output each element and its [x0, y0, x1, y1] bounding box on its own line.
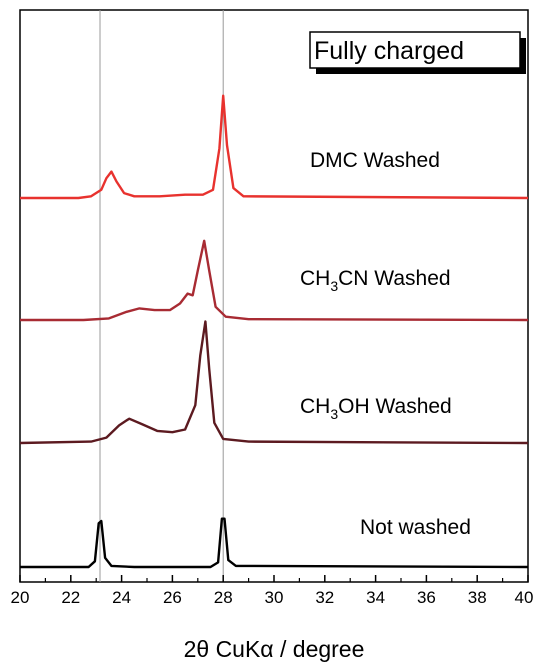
series-label-ch3cn-main: CH: [300, 267, 330, 290]
x-tick-label-2: 24: [112, 588, 131, 607]
x-axis-ticks: 20 22 24 26 28 30 32 34 36 38 40: [11, 575, 534, 607]
series-curves: [19, 94, 529, 569]
x-tick-label-1: 22: [61, 588, 80, 607]
series-label-ch3oh-sub: 3: [330, 406, 338, 422]
series-curve-1: [20, 239, 529, 322]
x-tick-label-8: 36: [417, 588, 436, 607]
x-tick-label-5: 30: [265, 588, 284, 607]
series-curve-2: [19, 320, 529, 445]
legend-box: Fully charged: [309, 31, 526, 74]
x-tick-label-4: 28: [214, 588, 233, 607]
series-label-ch3oh: CH3OH Washed: [300, 395, 452, 422]
reference-lines: [99, 10, 224, 582]
x-tick-label-3: 26: [163, 588, 182, 607]
plot-frame: [19, 9, 529, 583]
legend-text: Fully charged: [314, 37, 464, 65]
x-tick-label-9: 38: [468, 588, 487, 607]
series-curve-3: [20, 517, 529, 569]
series-label-not-washed: Not washed: [360, 516, 471, 539]
x-tick-label-0: 20: [11, 588, 30, 607]
series-label-dmc: DMC Washed: [310, 149, 440, 172]
series-label-ch3oh-rest: OH Washed: [338, 395, 452, 418]
series-curve-0: [20, 94, 529, 200]
series-label-ch3cn: CH3CN Washed: [300, 267, 451, 294]
x-tick-label-10: 40: [515, 588, 534, 607]
x-tick-label-7: 34: [366, 588, 385, 607]
series-label-ch3cn-rest: CN Washed: [338, 267, 450, 290]
legend-frame: [309, 31, 521, 69]
x-axis-label: 2θ CuKα / degree: [184, 636, 365, 662]
series-labels: DMC Washed CH3CN Washed CH3OH Washed Not…: [300, 149, 471, 539]
x-tick-label-6: 32: [315, 588, 334, 607]
series-label-ch3cn-sub: 3: [330, 278, 338, 294]
series-label-ch3oh-main: CH: [300, 395, 330, 418]
